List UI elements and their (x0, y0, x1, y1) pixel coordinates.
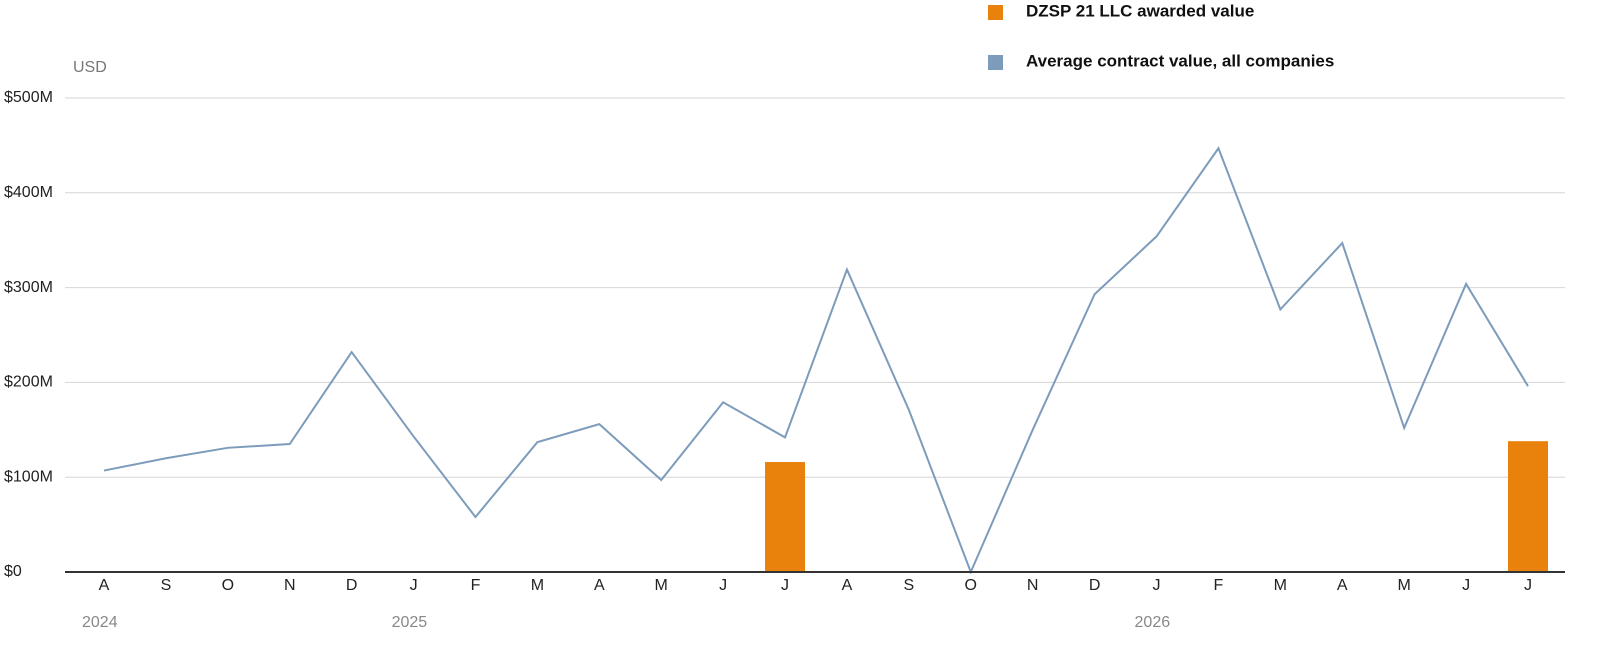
x-tick-label: A (99, 577, 110, 594)
x-tick-label: M (1274, 577, 1287, 594)
x-tick-label: M (531, 577, 544, 594)
x-tick-label: F (471, 577, 481, 594)
x-tick-label: M (1398, 577, 1411, 594)
x-tick-label: S (161, 577, 172, 594)
y-tick-label: $400M (4, 184, 53, 201)
line (103, 146, 1529, 575)
legend-label: Average contract value, all companies (1026, 51, 1334, 70)
x-tick-label: N (1027, 577, 1039, 594)
x-tick-label: D (346, 577, 358, 594)
y-tick-label: $0 (4, 563, 22, 580)
x-tick-label: M (655, 577, 668, 594)
x-tick-label: F (1214, 577, 1224, 594)
x-tick-label: A (594, 577, 605, 594)
x-tick-label: A (842, 577, 853, 594)
bar (1508, 441, 1548, 572)
year-label: 2026 (1135, 614, 1171, 631)
x-tick-label: J (719, 577, 727, 594)
x-tick-label: J (781, 577, 789, 594)
x-tick-label: J (1153, 577, 1161, 594)
legend-swatch (988, 5, 1003, 20)
x-tick-label: D (1089, 577, 1101, 594)
x-tick-label: S (904, 577, 915, 594)
y-tick-label: $300M (4, 279, 53, 296)
x-tick-label: J (1462, 577, 1470, 594)
y-unit: USD (73, 59, 107, 76)
x-tick-label: O (222, 577, 234, 594)
x-tick-label: J (1524, 577, 1532, 594)
x-tick-label: N (284, 577, 296, 594)
year-label: 2025 (392, 614, 428, 631)
legend-label: DZSP 21 LLC awarded value (1026, 1, 1254, 20)
x-tick-label: O (965, 577, 977, 594)
y-tick-label: $200M (4, 374, 53, 391)
x-tick-label: J (410, 577, 418, 594)
bar (765, 462, 806, 572)
y-tick-label: $500M (4, 89, 53, 106)
year-label: 2024 (82, 614, 118, 631)
y-tick-label: $100M (4, 468, 53, 485)
legend-swatch (988, 55, 1003, 70)
x-tick-label: A (1337, 577, 1348, 594)
